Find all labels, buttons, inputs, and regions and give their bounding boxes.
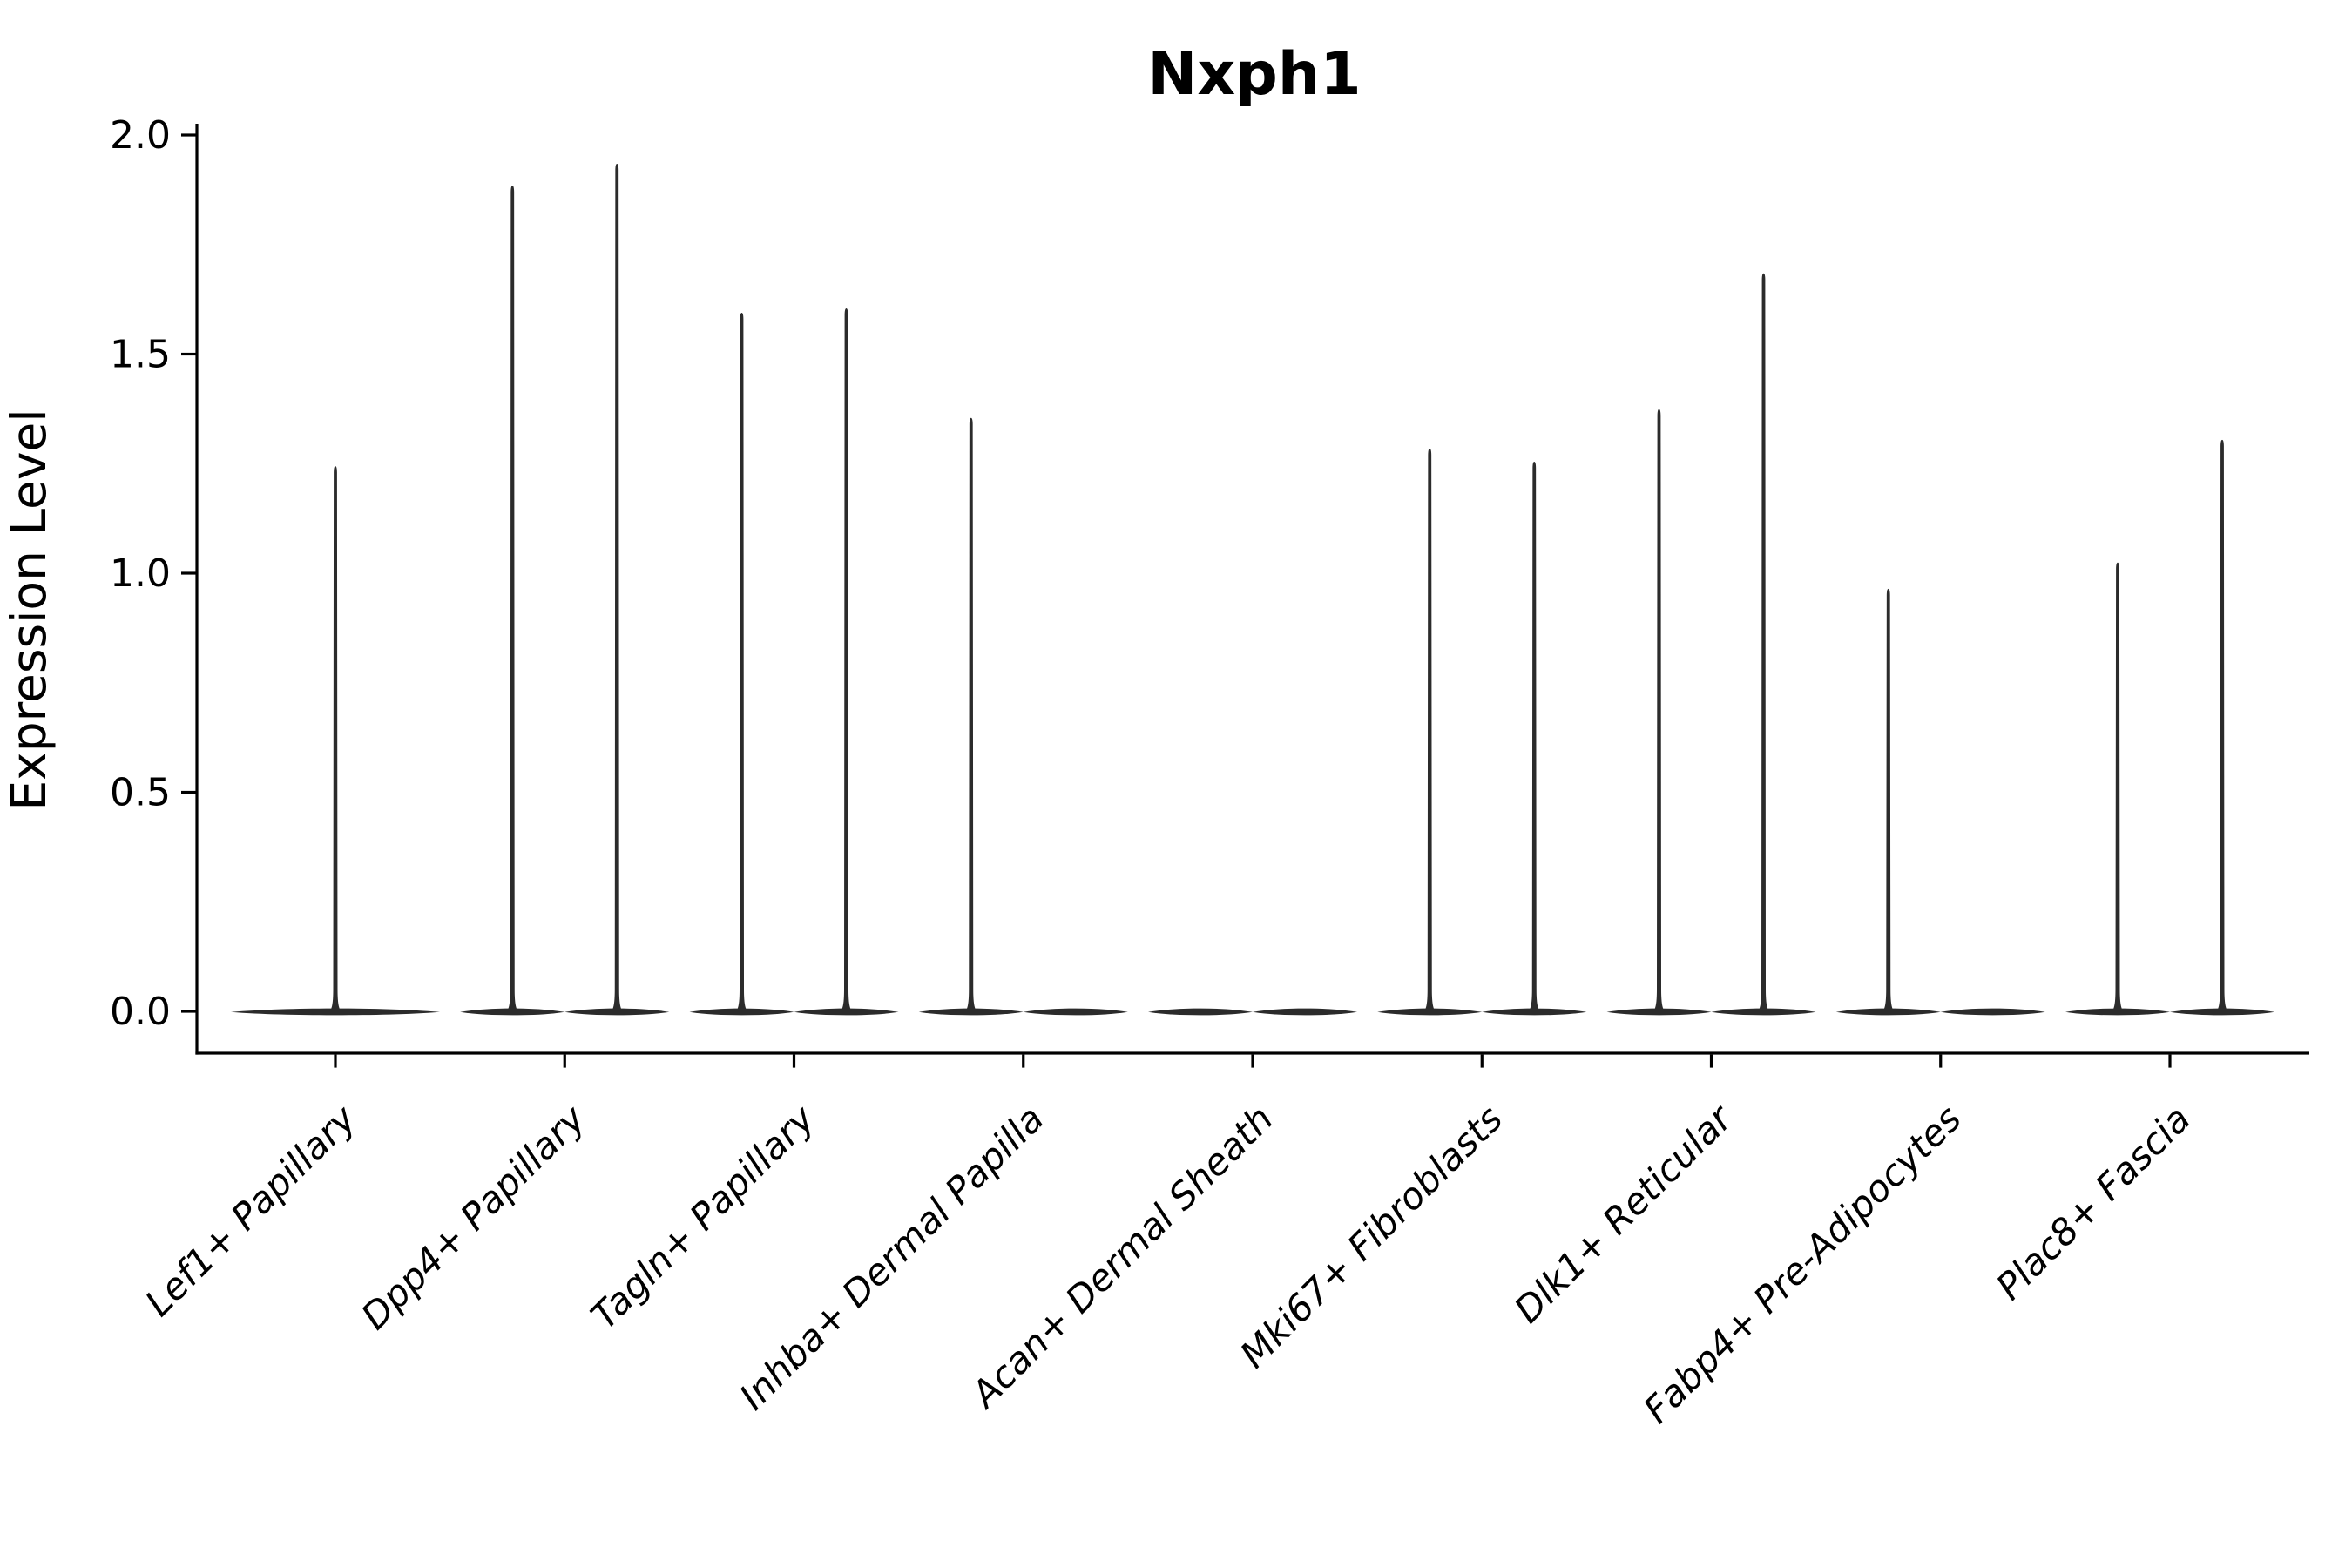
x-axis-spine: [195, 1051, 2310, 1055]
x-tick-label-dlk1-reticular: Dlk1+ Reticular: [1506, 1095, 1742, 1331]
x-tick-acan-dermal-sheath: [1251, 1054, 1254, 1068]
x-tick-tagln-papillary: [792, 1054, 796, 1068]
y-axis-spine: [195, 124, 199, 1055]
violin-mki67-fibroblasts-spike-left: [1423, 448, 1436, 1012]
y-tick-1.5: [181, 352, 197, 356]
violin-lef1-papillary: [231, 466, 440, 1016]
y-tick-label-1.0: 1.0: [110, 551, 171, 596]
y-tick-label-1.5: 1.5: [110, 333, 171, 377]
x-tick-inhba-dermal-papilla: [1022, 1054, 1025, 1068]
y-tick-2.0: [181, 133, 197, 137]
x-tick-plac8-fascia: [2168, 1054, 2172, 1068]
x-tick-lef1-papillary: [334, 1054, 337, 1068]
y-tick-label-2.0: 2.0: [110, 113, 171, 158]
y-tick-1.0: [181, 571, 197, 575]
x-tick-dpp4-papillary: [563, 1054, 566, 1068]
x-tick-label-lef1-papillary: Lef1+ Papillary: [137, 1097, 365, 1325]
violin-acan-dermal-sheath-body-left: [1148, 1008, 1253, 1016]
violin-dpp4-papillary-spike-right: [611, 164, 624, 1012]
y-axis-title: Expression Level: [1, 409, 57, 810]
violin-fabp4-pre-adipocytes-spike-left: [1882, 588, 1895, 1012]
violin-dlk1-reticular-spike-left: [1652, 409, 1666, 1012]
y-tick-0.0: [181, 1010, 197, 1013]
x-tick-label-dpp4-papillary: Dpp4+ Papillary: [353, 1097, 594, 1338]
violin-tagln-papillary-spike-left: [735, 313, 748, 1012]
y-tick-label-0.5: 0.5: [110, 771, 171, 815]
y-tick-label-0.0: 0.0: [110, 990, 171, 1034]
x-tick-mki67-fibroblasts: [1480, 1054, 1484, 1068]
axes-layer: [181, 124, 2310, 1068]
x-tick-label-plac8-fascia: Plac8+ Fascia: [1988, 1097, 2199, 1308]
violins-layer: [231, 164, 2274, 1016]
violin-tagln-papillary-spike-right: [840, 308, 853, 1012]
violin-plac8-fascia-spike-right: [2216, 439, 2228, 1012]
violin-fabp4-pre-adipocytes-body-right: [1940, 1008, 2045, 1016]
violin-acan-dermal-sheath: [1148, 1008, 1357, 1016]
violin-tagln-papillary: [689, 308, 899, 1016]
violin-dlk1-reticular-spike-right: [1757, 273, 1770, 1012]
x-tick-fabp4-pre-adipocytes: [1939, 1054, 1943, 1068]
violin-inhba-dermal-papilla: [918, 417, 1128, 1016]
x-tick-label-mki67-fibroblasts: Mki67+ Fibroblasts: [1232, 1097, 1511, 1375]
violin-dlk1-reticular: [1606, 273, 1816, 1016]
violin-plac8-fascia: [2065, 439, 2274, 1016]
violin-acan-dermal-sheath-body-right: [1253, 1008, 1357, 1016]
violin-dpp4-papillary-spike-left: [506, 186, 519, 1012]
violin-inhba-dermal-papilla-body-right: [1023, 1008, 1128, 1016]
violin-dpp4-papillary: [460, 164, 670, 1016]
chart-title: Nxph1: [1147, 40, 1361, 109]
violin-inhba-dermal-papilla-spike-left: [964, 417, 977, 1012]
violin-mki67-fibroblasts-spike-right: [1528, 462, 1541, 1012]
x-tick-label-tagln-papillary: Tagln+ Papillary: [583, 1097, 824, 1338]
x-tick-dlk1-reticular: [1709, 1054, 1713, 1068]
violin-fabp4-pre-adipocytes: [1835, 588, 2045, 1016]
y-tick-0.5: [181, 790, 197, 794]
violin-lef1-papillary-spike-center: [329, 466, 341, 1012]
violin-mki67-fibroblasts: [1377, 448, 1587, 1016]
violin-plac8-fascia-spike-left: [2112, 562, 2124, 1012]
